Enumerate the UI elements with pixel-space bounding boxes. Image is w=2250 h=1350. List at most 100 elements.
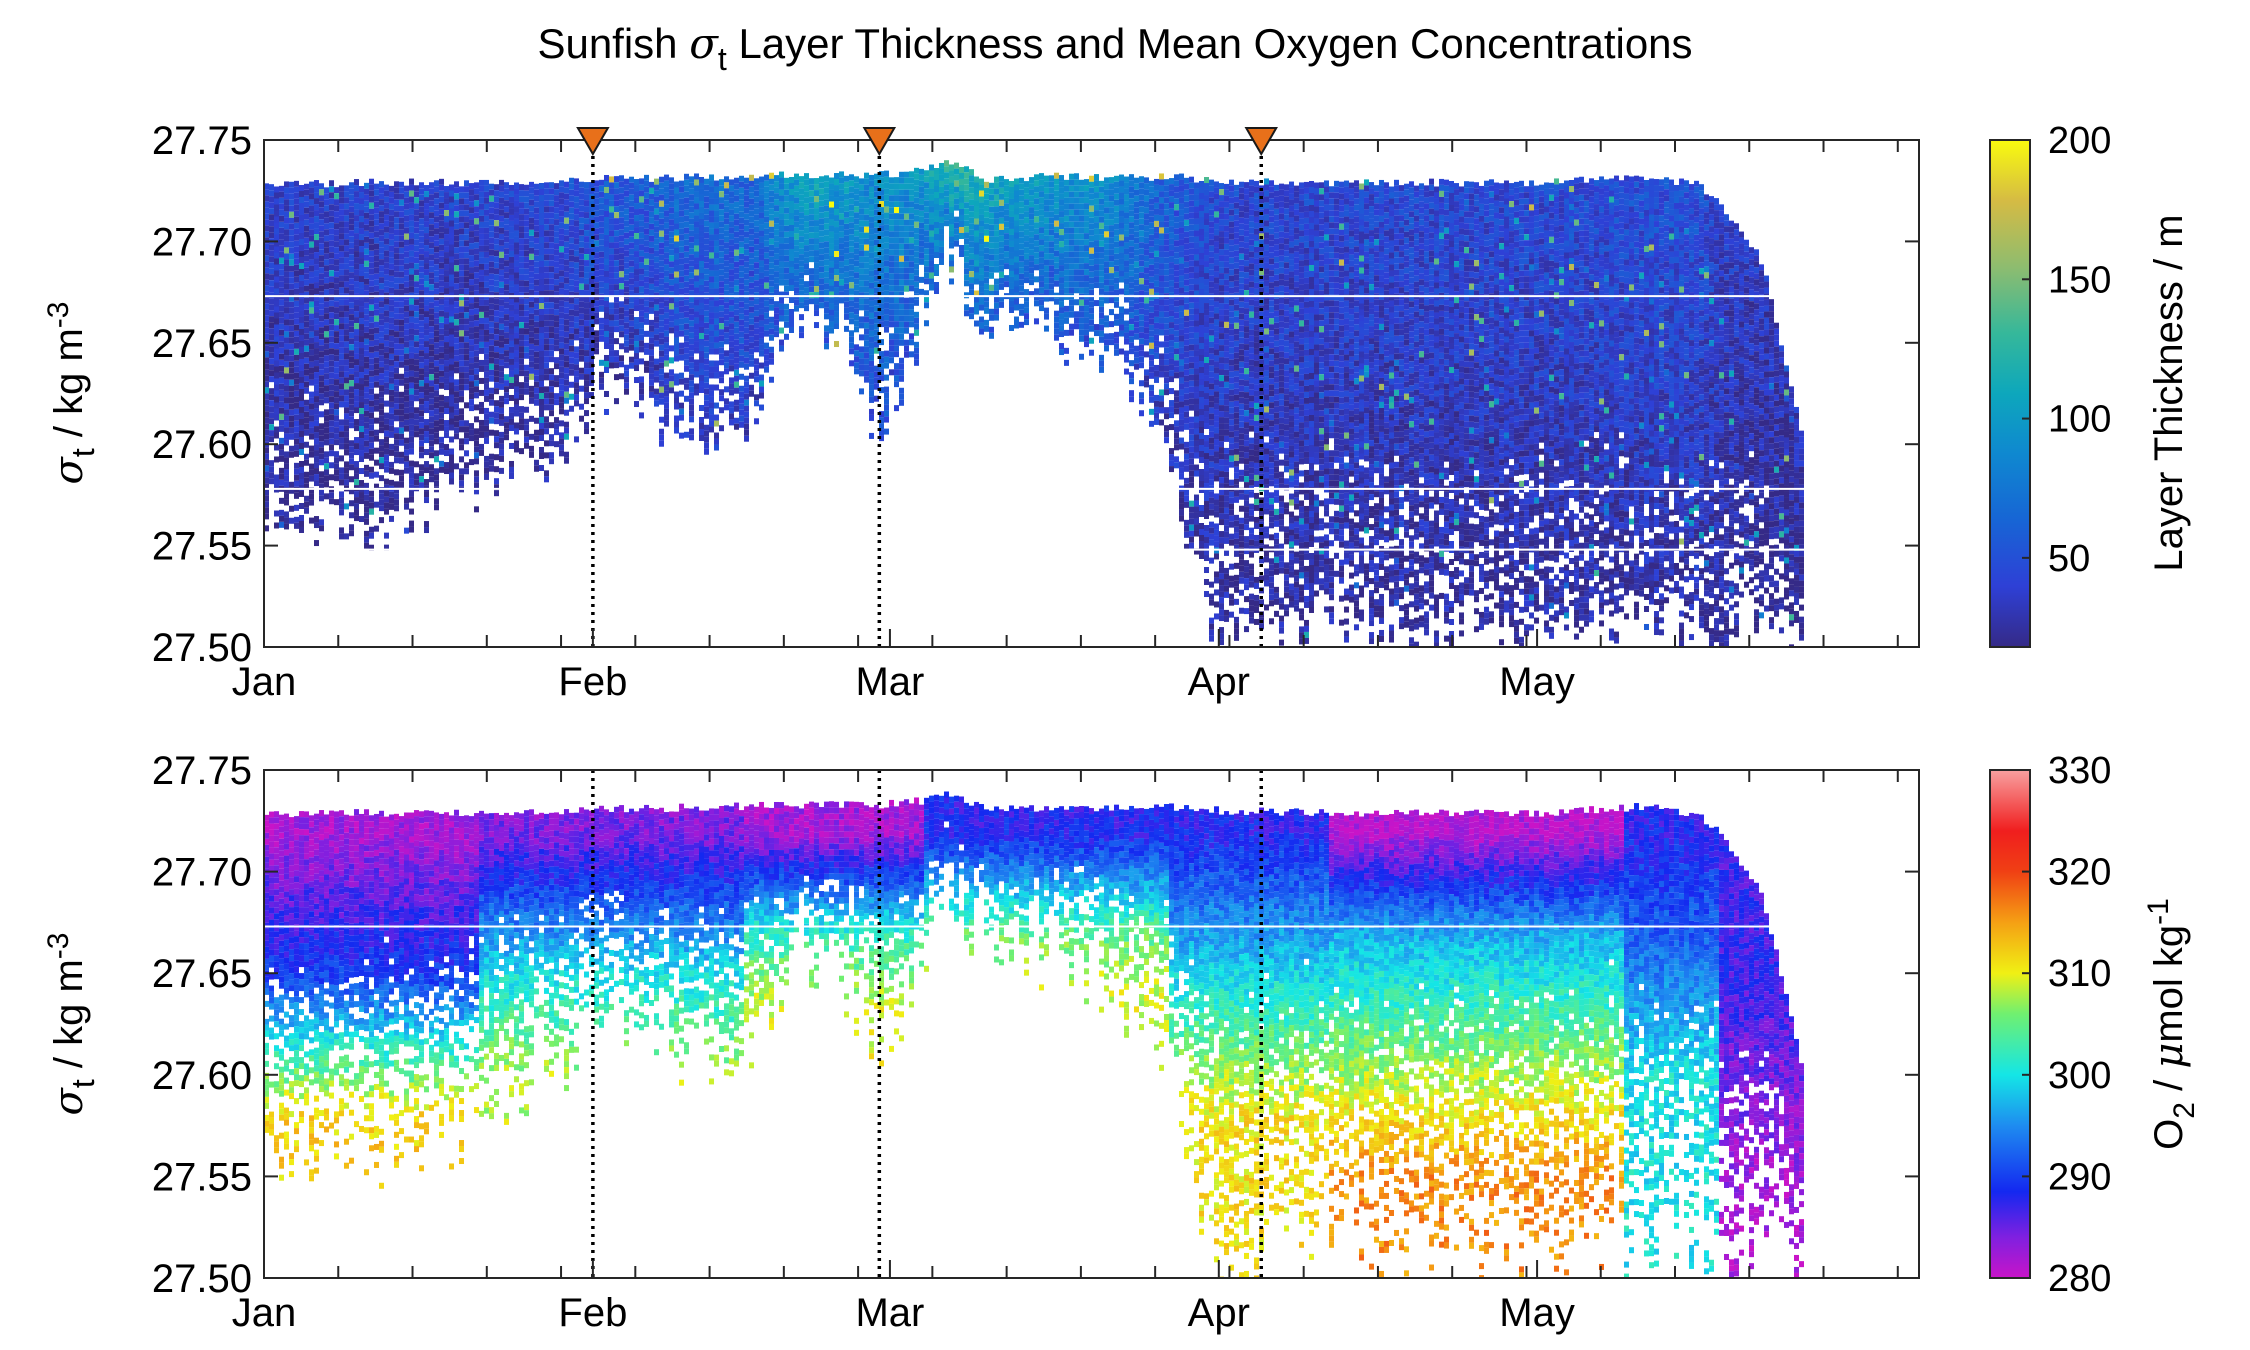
heat-cell-top — [559, 288, 564, 295]
heat-cell-top — [519, 184, 524, 191]
heat-cell-top — [589, 368, 594, 375]
heat-cell-top — [674, 307, 679, 314]
heat-cell-top — [769, 316, 774, 323]
heat-cell-top — [269, 430, 274, 437]
heat-cell-top — [409, 334, 414, 341]
heat-cell-top — [604, 288, 609, 295]
heat-cell-top — [349, 374, 354, 381]
heat-cell-top — [769, 352, 774, 359]
heat-cell-top — [344, 473, 349, 480]
heat-cell-top — [729, 263, 734, 270]
heat-cell-top — [354, 329, 359, 336]
heat-cell-top — [264, 369, 269, 376]
heat-cell-top — [574, 178, 579, 185]
heat-cell-top — [324, 469, 329, 476]
heat-cell-top — [384, 196, 389, 203]
heat-cell-top — [369, 532, 374, 539]
heat-cell-top — [454, 247, 459, 254]
heat-cell-top — [409, 526, 414, 533]
heat-cell-top — [744, 345, 749, 352]
heat-cell-top — [659, 344, 664, 351]
heat-cell-top — [544, 332, 549, 339]
heat-cell-top — [264, 507, 269, 514]
heat-cell-top — [494, 406, 499, 413]
heat-cell-top — [359, 264, 364, 271]
heat-cell-top — [279, 191, 284, 198]
heat-cell-top — [484, 335, 489, 342]
heat-cell-top — [469, 399, 474, 406]
heat-cell-top — [269, 478, 274, 485]
heat-cell-top — [369, 430, 374, 437]
heat-cell-top — [359, 342, 364, 349]
heat-cell-top — [764, 192, 769, 199]
heat-cell-top — [544, 218, 549, 225]
heat-cell-top — [624, 184, 629, 191]
heat-cell-top — [299, 304, 304, 311]
heat-cell-top — [794, 185, 799, 192]
heat-cell-top — [404, 197, 409, 204]
heat-cell-top — [669, 243, 674, 250]
heat-cell-top — [719, 245, 724, 252]
heat-cell-top — [264, 213, 269, 220]
heat-cell-top — [294, 216, 299, 223]
heat-cell-top — [429, 398, 434, 405]
heat-cell-top — [279, 353, 284, 360]
heat-cell-top — [529, 235, 534, 242]
heat-cell-top — [309, 253, 314, 260]
heat-cell-top — [594, 330, 599, 337]
heat-cell-top — [769, 328, 774, 335]
heat-cell-top — [659, 392, 664, 399]
heat-cell-top — [489, 411, 494, 418]
heat-cell-top — [459, 360, 464, 367]
heat-cell-top — [559, 348, 564, 355]
heat-cell-top — [719, 221, 724, 228]
heat-cell-top — [504, 422, 509, 429]
heat-cell-top — [389, 281, 394, 288]
heat-cell-top — [299, 268, 304, 275]
heat-cell-top — [664, 318, 669, 325]
heat-cell-top — [369, 466, 374, 473]
heat-cell-top — [869, 210, 874, 217]
heat-cell-top — [499, 203, 504, 210]
heat-cell-top — [579, 415, 584, 422]
heat-cell-top — [499, 209, 504, 216]
heat-cell-top — [459, 324, 464, 331]
heat-cell-top — [424, 407, 429, 414]
heat-cell-top — [524, 238, 529, 245]
heat-cell-top — [264, 303, 269, 310]
heat-cell-top — [539, 356, 544, 363]
heat-cell-top — [739, 385, 744, 392]
heat-cell-top — [829, 177, 834, 184]
heat-cell-top — [534, 363, 539, 370]
heat-cell-top — [409, 418, 414, 425]
heat-cell-top — [479, 443, 484, 450]
heat-cell-top — [484, 209, 489, 216]
heat-cell-top — [284, 337, 289, 344]
heat-cell-top — [749, 354, 754, 361]
heat-cell-top — [674, 421, 679, 428]
heat-cell-top — [409, 202, 414, 209]
heat-cell-top — [704, 316, 709, 323]
heat-cell-top — [489, 333, 494, 340]
heat-cell-top — [284, 373, 289, 380]
heat-cell-top — [634, 323, 639, 330]
heat-cell-top — [344, 299, 349, 306]
heat-cell-top — [524, 208, 529, 215]
heat-cell-top — [684, 227, 689, 234]
heat-cell-top — [829, 261, 834, 268]
heat-cell-top — [574, 394, 579, 401]
heat-cell-top — [394, 457, 399, 464]
heat-cell-top — [564, 205, 569, 212]
heat-cell-top — [449, 232, 454, 239]
heat-cell-top — [839, 279, 844, 286]
heat-cell-top — [749, 324, 754, 331]
heat-cell-top — [684, 197, 689, 204]
heat-cell-top — [329, 264, 334, 271]
heat-cell-top — [629, 296, 634, 303]
heat-cell-top — [404, 305, 409, 312]
heat-cell-top — [674, 265, 679, 272]
heat-cell-top — [454, 391, 459, 398]
heat-cell-top — [799, 314, 804, 321]
heat-cell-top — [799, 230, 804, 237]
heat-cell-top — [419, 392, 424, 399]
